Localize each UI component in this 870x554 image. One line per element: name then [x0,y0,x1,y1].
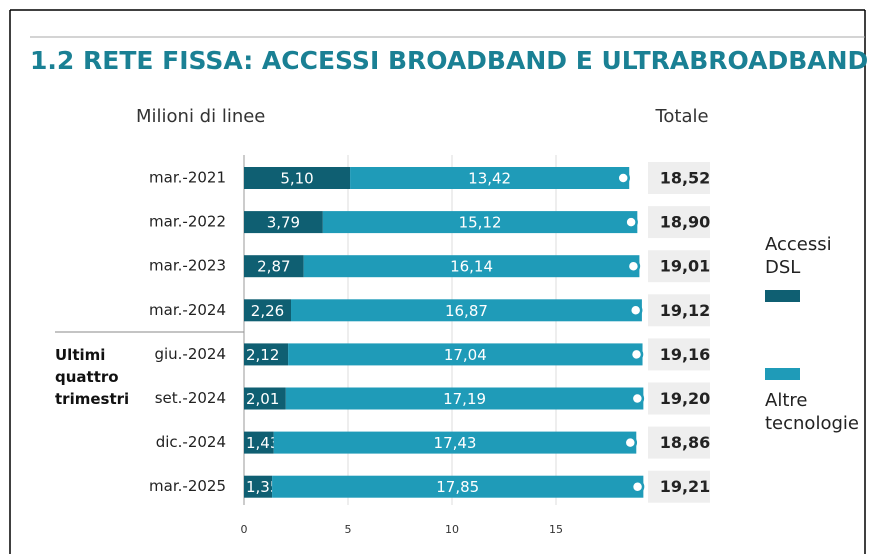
y-tick-label: mar.-2024 [149,301,226,319]
y-tick-label: set.-2024 [155,389,226,407]
value-label: 17,04 [444,346,487,364]
total-marker [626,259,641,273]
total-label: 18,86 [660,433,711,452]
total-marker [630,391,645,406]
bar-segment [350,167,630,189]
value-label: 15,12 [459,214,502,232]
axis-label: Milioni di linee [136,106,265,127]
total-label: 19,01 [660,257,711,276]
total-label: 18,52 [660,169,711,188]
legend-swatch [765,368,800,380]
legend-swatch [765,290,800,302]
y-tick-label: mar.-2021 [149,169,226,187]
value-label: 17,19 [443,390,486,408]
total-marker [628,303,643,318]
total-box [648,206,710,239]
bar-segment [291,299,642,322]
bar-segment [244,475,273,498]
total-box [648,382,710,415]
total-box [648,426,710,459]
x-tick-label: 10 [445,523,459,536]
total-marker [616,171,630,185]
value-label: 17,43 [434,434,477,452]
value-label: 16,14 [450,258,493,276]
bar-segment [244,211,323,234]
bar-segment [303,255,640,278]
total-marker [623,435,638,450]
y-tick-label: dic.-2024 [156,433,226,451]
bar-segment [288,343,643,366]
value-label: 2,01 [246,390,279,408]
total-marker [624,215,638,229]
value-label: 1,35 [246,478,279,496]
value-label: 1,43 [246,434,279,452]
x-tick-label: 0 [241,523,248,536]
total-marker [629,347,644,362]
value-label: 2,26 [251,302,284,320]
total-label: 19,16 [660,345,711,364]
total-box [648,470,710,503]
bar-segment [244,167,351,189]
total-label: 19,12 [660,301,711,320]
total-box [648,162,710,194]
value-label: 17,85 [436,478,479,496]
y-tick-label: mar.-2022 [149,213,226,231]
total-box [648,294,710,327]
value-label: 3,79 [267,214,300,232]
y-tick-label: giu.-2024 [154,345,226,363]
y-tick-label: mar.-2023 [149,257,226,275]
total-label: 19,21 [660,477,711,496]
legend-label: Altre tecnologie [765,390,859,434]
total-box [648,250,710,283]
value-label: 5,10 [280,170,313,188]
value-label: 2,12 [246,346,279,364]
total-label: 19,20 [660,389,711,408]
annotation: Ultimi quattro trimestri [55,346,130,408]
legend-label: Accessi DSL [765,234,832,278]
bar-segment [273,431,637,454]
y-tick-label: mar.-2025 [149,477,226,495]
value-label: 13,42 [468,170,511,188]
bar-segment [244,299,292,322]
bar-segment [244,343,289,366]
total-header: Totale [654,106,708,127]
bar-segment [244,431,274,454]
chart-title: 1.2 RETE FISSA: ACCESSI BROADBAND E ULTR… [30,46,868,75]
bar-segment [244,255,304,278]
total-label: 18,90 [660,213,711,232]
x-tick-label: 5 [345,523,352,536]
bar-segment [322,211,638,234]
value-label: 2,87 [257,258,290,276]
total-box [648,338,710,371]
bar-segment [285,387,644,410]
value-label: 16,87 [445,302,488,320]
bar-segment [244,387,286,410]
bar-segment [272,475,644,498]
x-tick-label: 15 [549,523,563,536]
total-marker [630,479,645,494]
